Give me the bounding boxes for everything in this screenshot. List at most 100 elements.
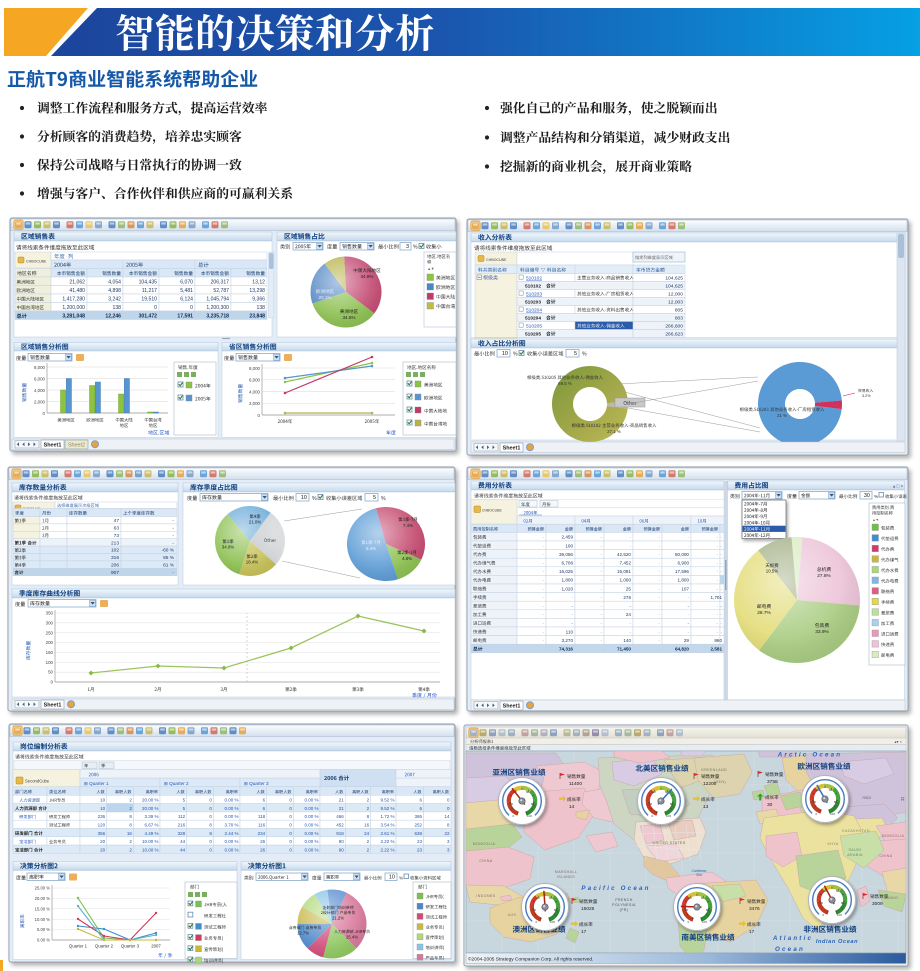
svg-text:15,081: 15,081 [617, 569, 631, 574]
svg-text:100: 100 [666, 814, 671, 818]
svg-text:-: - [658, 604, 660, 609]
svg-text:74,316: 74,316 [559, 647, 573, 652]
svg-text:138: 138 [257, 305, 266, 311]
svg-text:1,800: 1,800 [562, 578, 574, 583]
svg-text:6: 6 [263, 798, 266, 803]
svg-text:860: 860 [714, 638, 722, 643]
svg-text:-: - [600, 629, 602, 634]
svg-text:2: 2 [367, 847, 370, 852]
svg-text:-: - [716, 543, 718, 548]
svg-text:-: - [629, 535, 631, 540]
svg-text:40: 40 [824, 889, 828, 893]
svg-text:3798: 3798 [767, 779, 778, 785]
svg-text:0: 0 [51, 680, 54, 685]
svg-text:10: 10 [502, 351, 508, 357]
svg-text:-: - [542, 569, 544, 574]
svg-text:1,060: 1,060 [620, 578, 632, 583]
svg-text:CHBOCUBE: CHBOCUBE [486, 258, 507, 262]
svg-text:104,625: 104,625 [665, 275, 683, 281]
svg-text:8,000: 8,000 [249, 366, 261, 371]
svg-text:26: 26 [260, 839, 266, 844]
svg-text:0: 0 [289, 806, 292, 811]
svg-text:-: - [172, 541, 174, 546]
svg-text:510102: 510102 [525, 283, 541, 289]
svg-text:8: 8 [209, 831, 212, 836]
svg-text:10: 10 [100, 806, 106, 811]
svg-text:-: - [172, 534, 174, 539]
svg-text:33.9%: 33.9% [815, 629, 829, 635]
svg-text:-: - [687, 535, 689, 540]
svg-text:12,000: 12,000 [668, 291, 683, 297]
svg-text:⊞ Quarter 1: ⊞ Quarter 1 [84, 781, 109, 786]
svg-text:%: % [381, 496, 386, 502]
svg-text:-: - [720, 604, 722, 609]
svg-text:60: 60 [549, 896, 553, 900]
svg-text:Caribbean: Caribbean [692, 869, 707, 873]
svg-text:Sheet1: Sheet1 [44, 702, 62, 708]
svg-text:452: 452 [336, 823, 344, 828]
svg-text:0: 0 [154, 305, 157, 311]
svg-text:-: - [720, 621, 722, 626]
svg-text:⊞ Quarter 2: ⊞ Quarter 2 [164, 781, 189, 786]
svg-text:6,900: 6,900 [678, 561, 690, 566]
svg-text:25.00 %: 25.00 % [35, 886, 51, 891]
svg-text:INDO: INDO [888, 896, 899, 900]
svg-text:-: - [600, 612, 602, 617]
svg-text:100: 100 [565, 543, 573, 548]
svg-text:112: 112 [178, 814, 186, 819]
svg-text:-: - [542, 638, 544, 643]
svg-text:2007: 2007 [151, 944, 161, 949]
svg-text:8: 8 [129, 823, 132, 828]
svg-text:206: 206 [111, 563, 119, 569]
svg-text:Atlantic: Atlantic [772, 935, 813, 942]
svg-text:-: - [658, 638, 660, 643]
svg-text:-: - [542, 621, 544, 626]
svg-text:5: 5 [183, 798, 186, 803]
svg-text:1,701: 1,701 [711, 595, 723, 600]
svg-text:1,200,300: 1,200,300 [206, 305, 229, 311]
svg-text:-: - [720, 612, 722, 617]
svg-text:2: 2 [367, 839, 370, 844]
svg-text:-: - [658, 578, 660, 583]
svg-text:-: - [600, 595, 602, 600]
svg-text:KAZAKHSTAN: KAZAKHSTAN [842, 829, 870, 833]
svg-text:107: 107 [681, 586, 689, 591]
svg-text:Arctic Ocean: Arctic Ocean [777, 752, 843, 759]
svg-text:MONGOLIA: MONGOLIA [473, 842, 496, 846]
svg-text:9.52 %: 9.52 % [380, 798, 394, 803]
svg-text:UNITED STATES: UNITED STATES [652, 841, 685, 845]
svg-text:44: 44 [180, 847, 186, 852]
svg-text:-: - [600, 578, 602, 583]
svg-text:20: 20 [813, 800, 817, 804]
svg-text:40: 40 [817, 788, 821, 792]
svg-text:-: - [542, 535, 544, 540]
svg-text:26: 26 [260, 847, 266, 852]
svg-text:3.70 %: 3.70 % [224, 823, 238, 828]
svg-text:(DEN): (DEN) [714, 780, 726, 784]
svg-text:-: - [571, 604, 573, 609]
svg-text:276: 276 [623, 595, 631, 600]
svg-text:34.0%: 34.0% [222, 545, 235, 550]
svg-text:110: 110 [566, 629, 574, 634]
svg-text:-: - [716, 595, 718, 600]
svg-text:5: 5 [373, 495, 376, 501]
svg-text:2: 2 [129, 806, 132, 811]
svg-text:8,000: 8,000 [34, 365, 46, 370]
svg-text:8.4%: 8.4% [366, 546, 376, 551]
svg-text:-: - [571, 612, 573, 617]
svg-text:14: 14 [569, 804, 575, 810]
svg-text:-: - [629, 543, 631, 548]
svg-text:3,235,718: 3,235,718 [206, 313, 229, 319]
svg-text:0: 0 [289, 839, 292, 844]
svg-text:20: 20 [649, 802, 653, 806]
svg-text:-: - [542, 586, 544, 591]
svg-text:16: 16 [127, 831, 133, 836]
svg-text:-: - [658, 535, 660, 540]
svg-text:25: 25 [626, 586, 632, 591]
svg-text:-: - [687, 629, 689, 634]
svg-text:42,520: 42,520 [617, 552, 631, 557]
svg-text:-: - [720, 561, 722, 566]
svg-text:510205: 510205 [525, 331, 541, 337]
svg-text:60: 60 [526, 790, 530, 794]
svg-text:12,246: 12,246 [105, 313, 121, 319]
